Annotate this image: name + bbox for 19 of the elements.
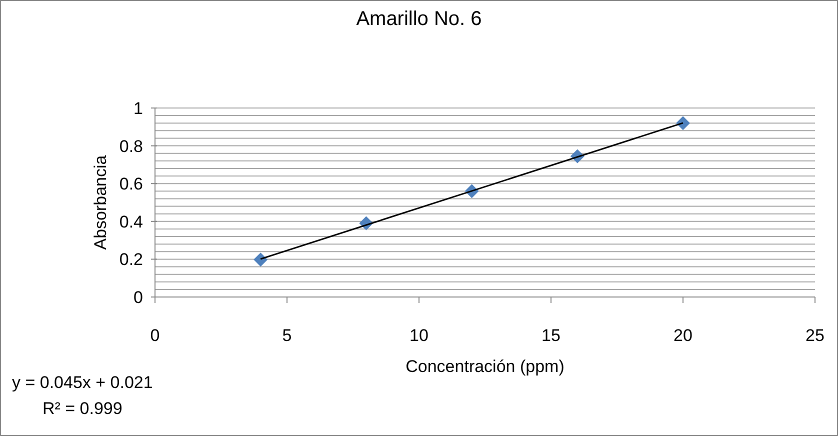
- x-tick-label: 15: [542, 326, 560, 345]
- x-tick-label: 0: [150, 326, 160, 345]
- y-tick-label: 0.6: [119, 174, 143, 194]
- y-tick-label: 0.8: [119, 136, 143, 156]
- y-tick-label: 0.4: [119, 212, 143, 232]
- x-tick-label: 10: [410, 326, 428, 345]
- chart-title: Amarillo No. 6: [355, 8, 483, 31]
- point: [254, 252, 268, 267]
- y-axis-title: Absorbancia: [91, 154, 110, 250]
- y-tick-label: 0: [134, 288, 143, 307]
- text: y = 0.045x + 0.021: [12, 372, 153, 394]
- y-tick-label: 0.2: [119, 250, 143, 270]
- text: R² = 0.999: [41, 398, 124, 420]
- x-tick-label: 25: [806, 326, 824, 345]
- point: [676, 116, 690, 130]
- x-tick-label: 5: [282, 326, 292, 345]
- x-axis-title: Concentración (ppm): [406, 357, 564, 376]
- y-tick-label: 1: [134, 99, 143, 118]
- x-tick-label: 20: [674, 326, 692, 345]
